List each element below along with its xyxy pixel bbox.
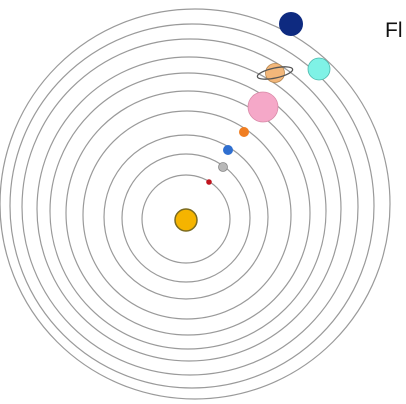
ring (256, 66, 294, 80)
orbit (121, 153, 251, 283)
planet (247, 91, 279, 123)
sun (174, 208, 198, 232)
planet (218, 162, 228, 172)
planet (307, 57, 331, 81)
planet (206, 179, 212, 185)
orbit (9, 23, 375, 389)
orbit (141, 174, 231, 264)
orbits (0, 8, 391, 400)
orbit (82, 110, 292, 320)
planet (279, 12, 303, 36)
orbit (36, 56, 342, 362)
orbit (103, 134, 269, 300)
orbit (49, 72, 327, 350)
orbit (0, 8, 391, 400)
planet (265, 63, 285, 83)
orbit (21, 38, 359, 376)
label: Fl (385, 19, 403, 42)
orbit (65, 90, 311, 336)
planet (223, 145, 233, 155)
saturn (256, 63, 294, 83)
planet (239, 127, 249, 137)
